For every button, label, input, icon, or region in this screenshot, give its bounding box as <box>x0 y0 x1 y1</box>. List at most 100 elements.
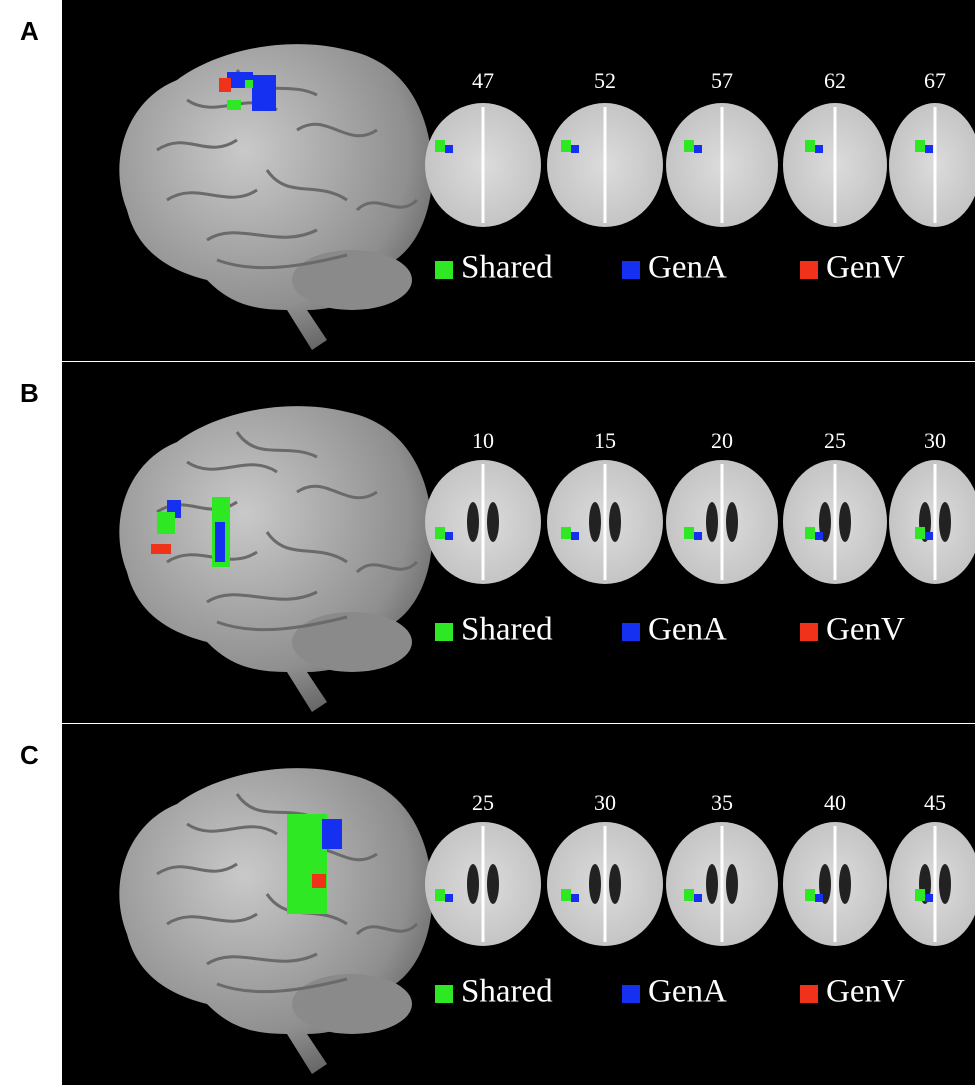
slice-activation <box>805 889 815 901</box>
gyrus <box>265 169 348 202</box>
legend-swatch <box>622 623 640 641</box>
slice-activation <box>815 532 823 540</box>
panel-label: A <box>20 16 39 46</box>
cerebellum <box>292 974 412 1034</box>
gyrus <box>296 484 378 500</box>
slice-number: 35 <box>711 790 733 815</box>
activation <box>322 819 342 849</box>
slice-activation <box>561 889 571 901</box>
gyrus <box>296 122 378 138</box>
activation <box>157 512 175 534</box>
slice-number: 30 <box>924 428 946 453</box>
slice-activation <box>435 889 445 901</box>
legend-label: GenA <box>648 250 727 286</box>
slice-activation <box>571 894 579 902</box>
legend-swatch <box>800 623 818 641</box>
slice-activation <box>684 527 694 539</box>
cerebellum <box>292 612 412 672</box>
activation <box>151 544 171 554</box>
gyrus <box>206 228 318 242</box>
slice-activation <box>815 145 823 153</box>
legend-swatch <box>435 261 453 279</box>
slice-activation <box>445 532 453 540</box>
slice-activation <box>805 140 815 152</box>
brain-render <box>119 44 433 351</box>
slice-activation <box>561 527 571 539</box>
slice-number: 20 <box>711 428 733 453</box>
ventricle <box>939 502 951 542</box>
ventricle <box>487 864 499 904</box>
ventricle <box>939 864 951 904</box>
ventricle <box>589 502 601 542</box>
slice-activation <box>684 140 694 152</box>
ventricle <box>706 864 718 904</box>
slice-activation <box>815 894 823 902</box>
slice-activation <box>571 145 579 153</box>
brain-slice <box>889 460 975 584</box>
brain-render <box>119 768 433 1074</box>
slice-number: 52 <box>594 68 616 93</box>
legend-swatch <box>435 623 453 641</box>
slice-activation <box>694 145 702 153</box>
slice-activation <box>445 145 453 153</box>
slice-activation <box>694 532 702 540</box>
ventricle <box>726 502 738 542</box>
brain-slice <box>889 103 975 227</box>
ventricle <box>839 864 851 904</box>
activation <box>312 874 326 888</box>
gyrus <box>206 590 318 604</box>
slice-activation <box>435 140 445 152</box>
ventricle <box>467 864 479 904</box>
slice-activation <box>571 532 579 540</box>
legend-label: GenV <box>826 612 905 648</box>
gyrus <box>216 253 348 270</box>
slice-number: 25 <box>472 790 494 815</box>
ventricle <box>726 864 738 904</box>
ventricle <box>487 502 499 542</box>
slice-number: 57 <box>711 68 733 93</box>
slice-activation <box>561 140 571 152</box>
gyrus <box>216 615 348 632</box>
slice-activation <box>925 532 933 540</box>
legend-label: Shared <box>461 974 553 1010</box>
slice-activation <box>684 889 694 901</box>
gyrus <box>355 922 419 936</box>
slice-number: 15 <box>594 428 616 453</box>
slice-number: 45 <box>924 790 946 815</box>
ventricle <box>589 864 601 904</box>
brain-render <box>119 406 433 712</box>
gyrus <box>216 977 348 994</box>
legend-label: GenA <box>648 974 727 1010</box>
gyrus <box>235 431 318 459</box>
legend-label: GenV <box>826 250 905 286</box>
slice-activation <box>915 889 925 901</box>
slice-number: 30 <box>594 790 616 815</box>
gyrus <box>355 198 419 212</box>
gyrus <box>156 862 238 876</box>
slice-activation <box>805 527 815 539</box>
ventricle <box>706 502 718 542</box>
legend-label: Shared <box>461 612 553 648</box>
gyrus <box>265 531 348 564</box>
slice-number: 62 <box>824 68 846 93</box>
activation <box>287 814 327 914</box>
slice-number: 25 <box>824 428 846 453</box>
legend-swatch <box>622 985 640 1003</box>
legend-swatch <box>622 261 640 279</box>
gyrus <box>186 822 278 836</box>
brain-slice <box>889 822 975 946</box>
slice-activation <box>915 140 925 152</box>
gyrus <box>206 952 318 966</box>
slice-activation <box>445 894 453 902</box>
legend-swatch <box>800 261 818 279</box>
panel-label: C <box>20 740 39 770</box>
panel-label: B <box>20 378 39 408</box>
slice-number: 67 <box>924 68 946 93</box>
activation <box>219 78 231 92</box>
legend-label: Shared <box>461 250 553 286</box>
legend-swatch <box>435 985 453 1003</box>
slice-activation <box>915 527 925 539</box>
legend-label: GenV <box>826 974 905 1010</box>
slice-activation <box>694 894 702 902</box>
gyrus <box>156 138 238 152</box>
